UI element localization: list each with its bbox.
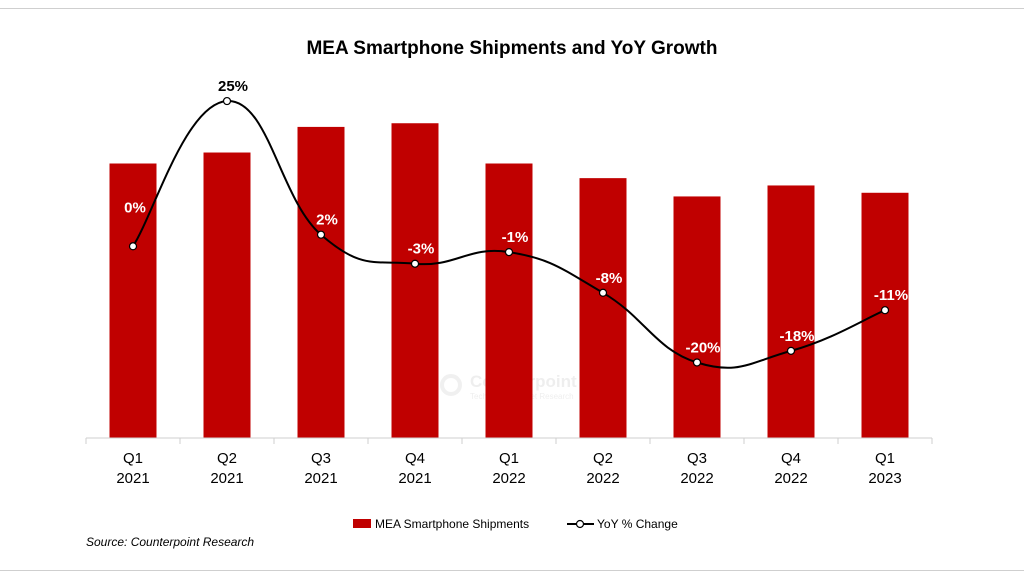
shipment-bar [391, 123, 439, 439]
x-tick-label: Q2 2022 [586, 450, 619, 487]
yoy-series-line [132, 99, 886, 369]
yoy-data-label: -11% [874, 287, 908, 304]
shipment-bar [485, 163, 533, 438]
bottom-frame-line [0, 570, 1024, 571]
x-tick-label: Q3 2021 [304, 450, 337, 487]
yoy-point [504, 247, 514, 257]
legend-label-yoy: YoY % Change [597, 517, 678, 531]
x-tick-label: Q1 2022 [492, 450, 525, 487]
shipment-bar [767, 185, 815, 438]
x-tick-label: Q4 2021 [398, 450, 431, 487]
yoy-data-label: 25% [218, 78, 248, 95]
x-tick-label: Q1 2023 [868, 450, 901, 487]
yoy-data-label: -18% [779, 328, 814, 345]
yoy-point [880, 306, 890, 315]
x-tick-label: Q3 2022 [680, 450, 713, 487]
yoy-point [222, 96, 232, 106]
legend-marker-yoy [575, 519, 585, 529]
x-tick-label: Q2 2021 [210, 450, 243, 487]
yoy-point [410, 259, 420, 268]
shipment-bar [673, 196, 721, 438]
yoy-data-label: -3% [408, 241, 435, 258]
shipment-bar [579, 178, 627, 438]
legend: MEA Smartphone Shipments YoY % Change [353, 517, 678, 531]
shipment-bar [203, 152, 251, 438]
legend-label-shipments: MEA Smartphone Shipments [375, 517, 529, 531]
yoy-data-label: -8% [596, 270, 623, 287]
watermark-icon [440, 374, 462, 396]
yoy-data-label: 0% [124, 199, 146, 216]
yoy-point [128, 242, 138, 251]
yoy-data-label: 2% [316, 212, 338, 229]
shipment-bar [861, 192, 909, 438]
shipment-bar [109, 163, 157, 438]
yoy-data-label: -20% [685, 339, 720, 356]
yoy-point [692, 358, 702, 367]
top-frame-line [0, 8, 1024, 9]
x-tick-label: Q1 2021 [116, 450, 149, 487]
shipment-bar [297, 126, 345, 439]
source-note: Source: Counterpoint Research [86, 535, 255, 549]
yoy-point [598, 288, 608, 297]
x-tick-label: Q4 2022 [774, 450, 807, 487]
chart-title: MEA Smartphone Shipments and YoY Growth [306, 38, 717, 59]
legend-swatch-shipments [353, 519, 371, 528]
yoy-point [786, 346, 796, 355]
yoy-point [316, 230, 326, 239]
yoy-data-label: -1% [502, 229, 529, 246]
